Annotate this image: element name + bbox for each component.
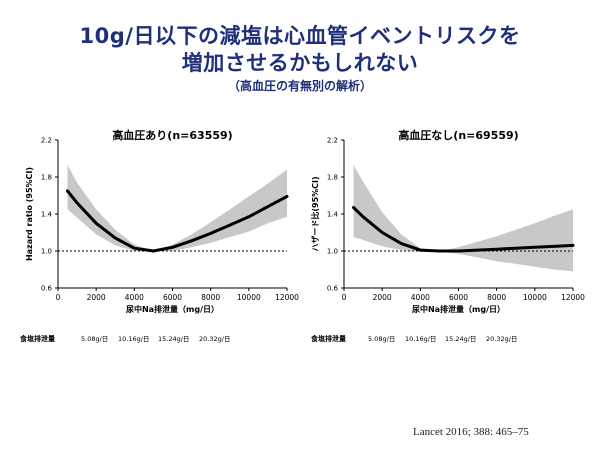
y-tick-label-1: 1.4: [41, 211, 53, 219]
citation: Lancet 2016; 388: 465–75: [413, 426, 529, 438]
x-tick-label-2: 10000: [523, 293, 547, 302]
x-tick-label-2: 8000: [487, 293, 506, 302]
x-tick-label-1: 2000: [87, 293, 106, 302]
y-tick-label-1: 0.6: [41, 285, 53, 293]
slide-title-line2: 増加させるかもしれない: [181, 51, 419, 75]
y-tick-label-2: 1.8: [327, 174, 338, 182]
hazard-curve-1: [66, 189, 289, 253]
y-tick-label-1: 2.2: [41, 137, 52, 145]
y-tick-label-1: 1.0: [41, 248, 52, 256]
salt-tick-1: 5.08g/日: [81, 335, 108, 343]
ci-band-1: [67, 165, 287, 251]
x-tick-label-2: 0: [342, 293, 347, 302]
salt-tick-1: 15.24g/日: [158, 335, 189, 343]
salt-label-2: 食塩排泄量: [310, 334, 346, 343]
slide-title-line1: 10g/日以下の減塩は心血管イベントリスクを: [79, 24, 521, 48]
slide-subtitle: （高血圧の有無別の解析）: [227, 79, 372, 93]
x-tick-label-1: 0: [56, 293, 61, 302]
x-tick-label-1: 12000: [275, 293, 299, 302]
ci-band-2: [353, 165, 573, 272]
salt-tick-2: 5.08g/日: [368, 335, 395, 343]
x-tick-label-2: 12000: [561, 293, 585, 302]
panel-title-1: 高血圧あり(n=63559): [112, 128, 232, 142]
y-tick-label-2: 1.4: [327, 211, 339, 219]
salt-tick-2: 15.24g/日: [445, 335, 476, 343]
hazard-curve-2: [352, 206, 575, 253]
x-tick-label-2: 6000: [449, 293, 468, 302]
x-tick-label-1: 4000: [125, 293, 144, 302]
x-axis-label-2: 尿中Na排泄量（mg/日）: [412, 304, 505, 314]
y-tick-label-1: 1.8: [41, 174, 52, 182]
y-axis-label-2: ハザード比(95%CI): [310, 176, 320, 251]
salt-tick-1: 20.32g/日: [199, 335, 230, 343]
x-tick-label-1: 10000: [237, 293, 261, 302]
x-tick-label-1: 6000: [163, 293, 182, 302]
salt-tick-2: 10.16g/日: [405, 335, 436, 343]
salt-tick-2: 20.32g/日: [486, 335, 517, 343]
y-tick-label-2: 1.0: [327, 248, 338, 256]
salt-tick-1: 10.16g/日: [118, 335, 149, 343]
panel-title-2: 高血圧なし(n=69559): [398, 128, 518, 142]
salt-label-1: 食塩排泄量: [19, 334, 55, 343]
x-axis-label-1: 尿中Na排泄量（mg/日）: [126, 304, 219, 314]
y-axis-label-1: Hazard ratio (95%CI): [25, 167, 34, 261]
y-tick-label-2: 0.6: [327, 285, 339, 293]
y-tick-label-2: 2.2: [327, 137, 338, 145]
x-tick-label-2: 2000: [373, 293, 392, 302]
x-tick-label-2: 4000: [411, 293, 430, 302]
x-tick-label-1: 8000: [201, 293, 220, 302]
